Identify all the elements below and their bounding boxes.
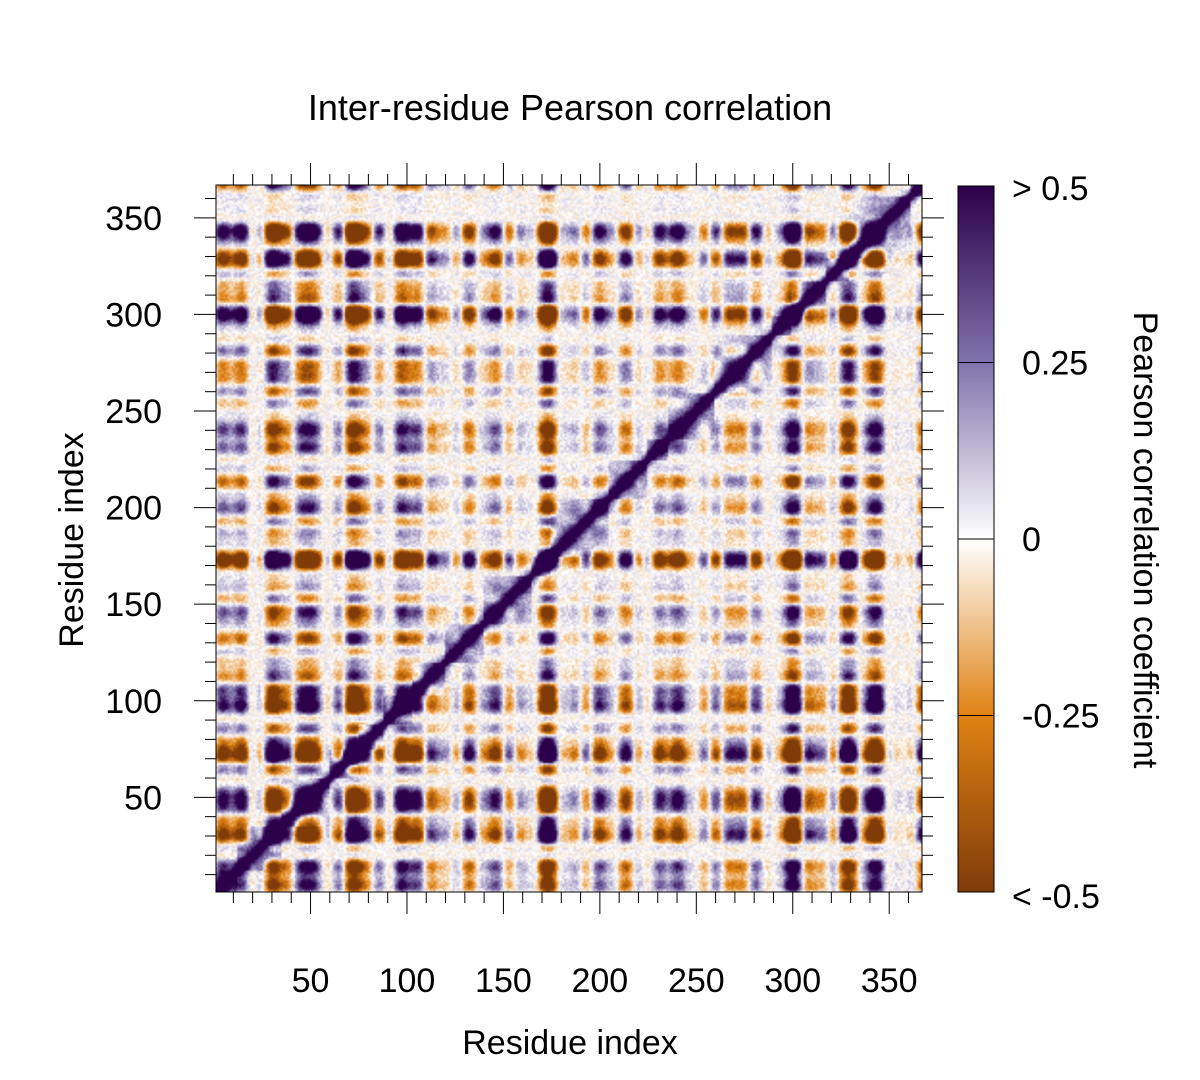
x-tick-label: 150 (475, 962, 532, 1000)
y-tick-label: 200 (105, 490, 162, 528)
x-axis-tick-labels: 50 100 150 200 250 300 350 (292, 962, 918, 1000)
x-tick-label: 300 (764, 962, 821, 1000)
x-tick-label: 50 (292, 962, 330, 1000)
y-axis-label: Residue index (53, 432, 91, 647)
y-tick-label: 100 (105, 683, 162, 721)
heatmap-cells (216, 185, 922, 892)
colorbar-tick-label: < -0.5 (1012, 878, 1100, 916)
plot-frame (215, 184, 923, 893)
y-tick-label: 150 (105, 586, 162, 624)
y-axis-tick-labels: 50 100 150 200 250 300 350 (105, 200, 162, 818)
heatmap-plot-area (215, 184, 923, 893)
x-tick-label: 100 (379, 962, 436, 1000)
y-tick-label: 350 (105, 200, 162, 238)
x-axis-ticks (232, 163, 909, 914)
x-tick-label: 350 (861, 962, 918, 1000)
colorbar-ticks (958, 185, 994, 893)
x-axis-label: Residue index (462, 1024, 677, 1062)
colorbar-tick-label: -0.25 (1022, 698, 1100, 736)
colorbar-label: Pearson correlation coefficient (1126, 312, 1164, 769)
colorbar: > 0.5 0.25 0 -0.25 < -0.5 (957, 170, 1100, 916)
y-tick-label: 250 (105, 393, 162, 431)
colorbar-tick-label: > 0.5 (1012, 170, 1089, 208)
y-axis-ticks (194, 198, 944, 876)
colorbar-tick-label: 0 (1022, 521, 1041, 559)
colorbar-tick-label: 0.25 (1022, 345, 1088, 383)
y-tick-label: 300 (105, 296, 162, 334)
y-tick-label: 50 (124, 779, 162, 817)
x-tick-label: 250 (668, 962, 725, 1000)
x-tick-label: 200 (571, 962, 628, 1000)
chart-title: Inter-residue Pearson correlation (308, 87, 832, 128)
colorbar-tick-labels: > 0.5 0.25 0 -0.25 < -0.5 (1012, 170, 1100, 916)
